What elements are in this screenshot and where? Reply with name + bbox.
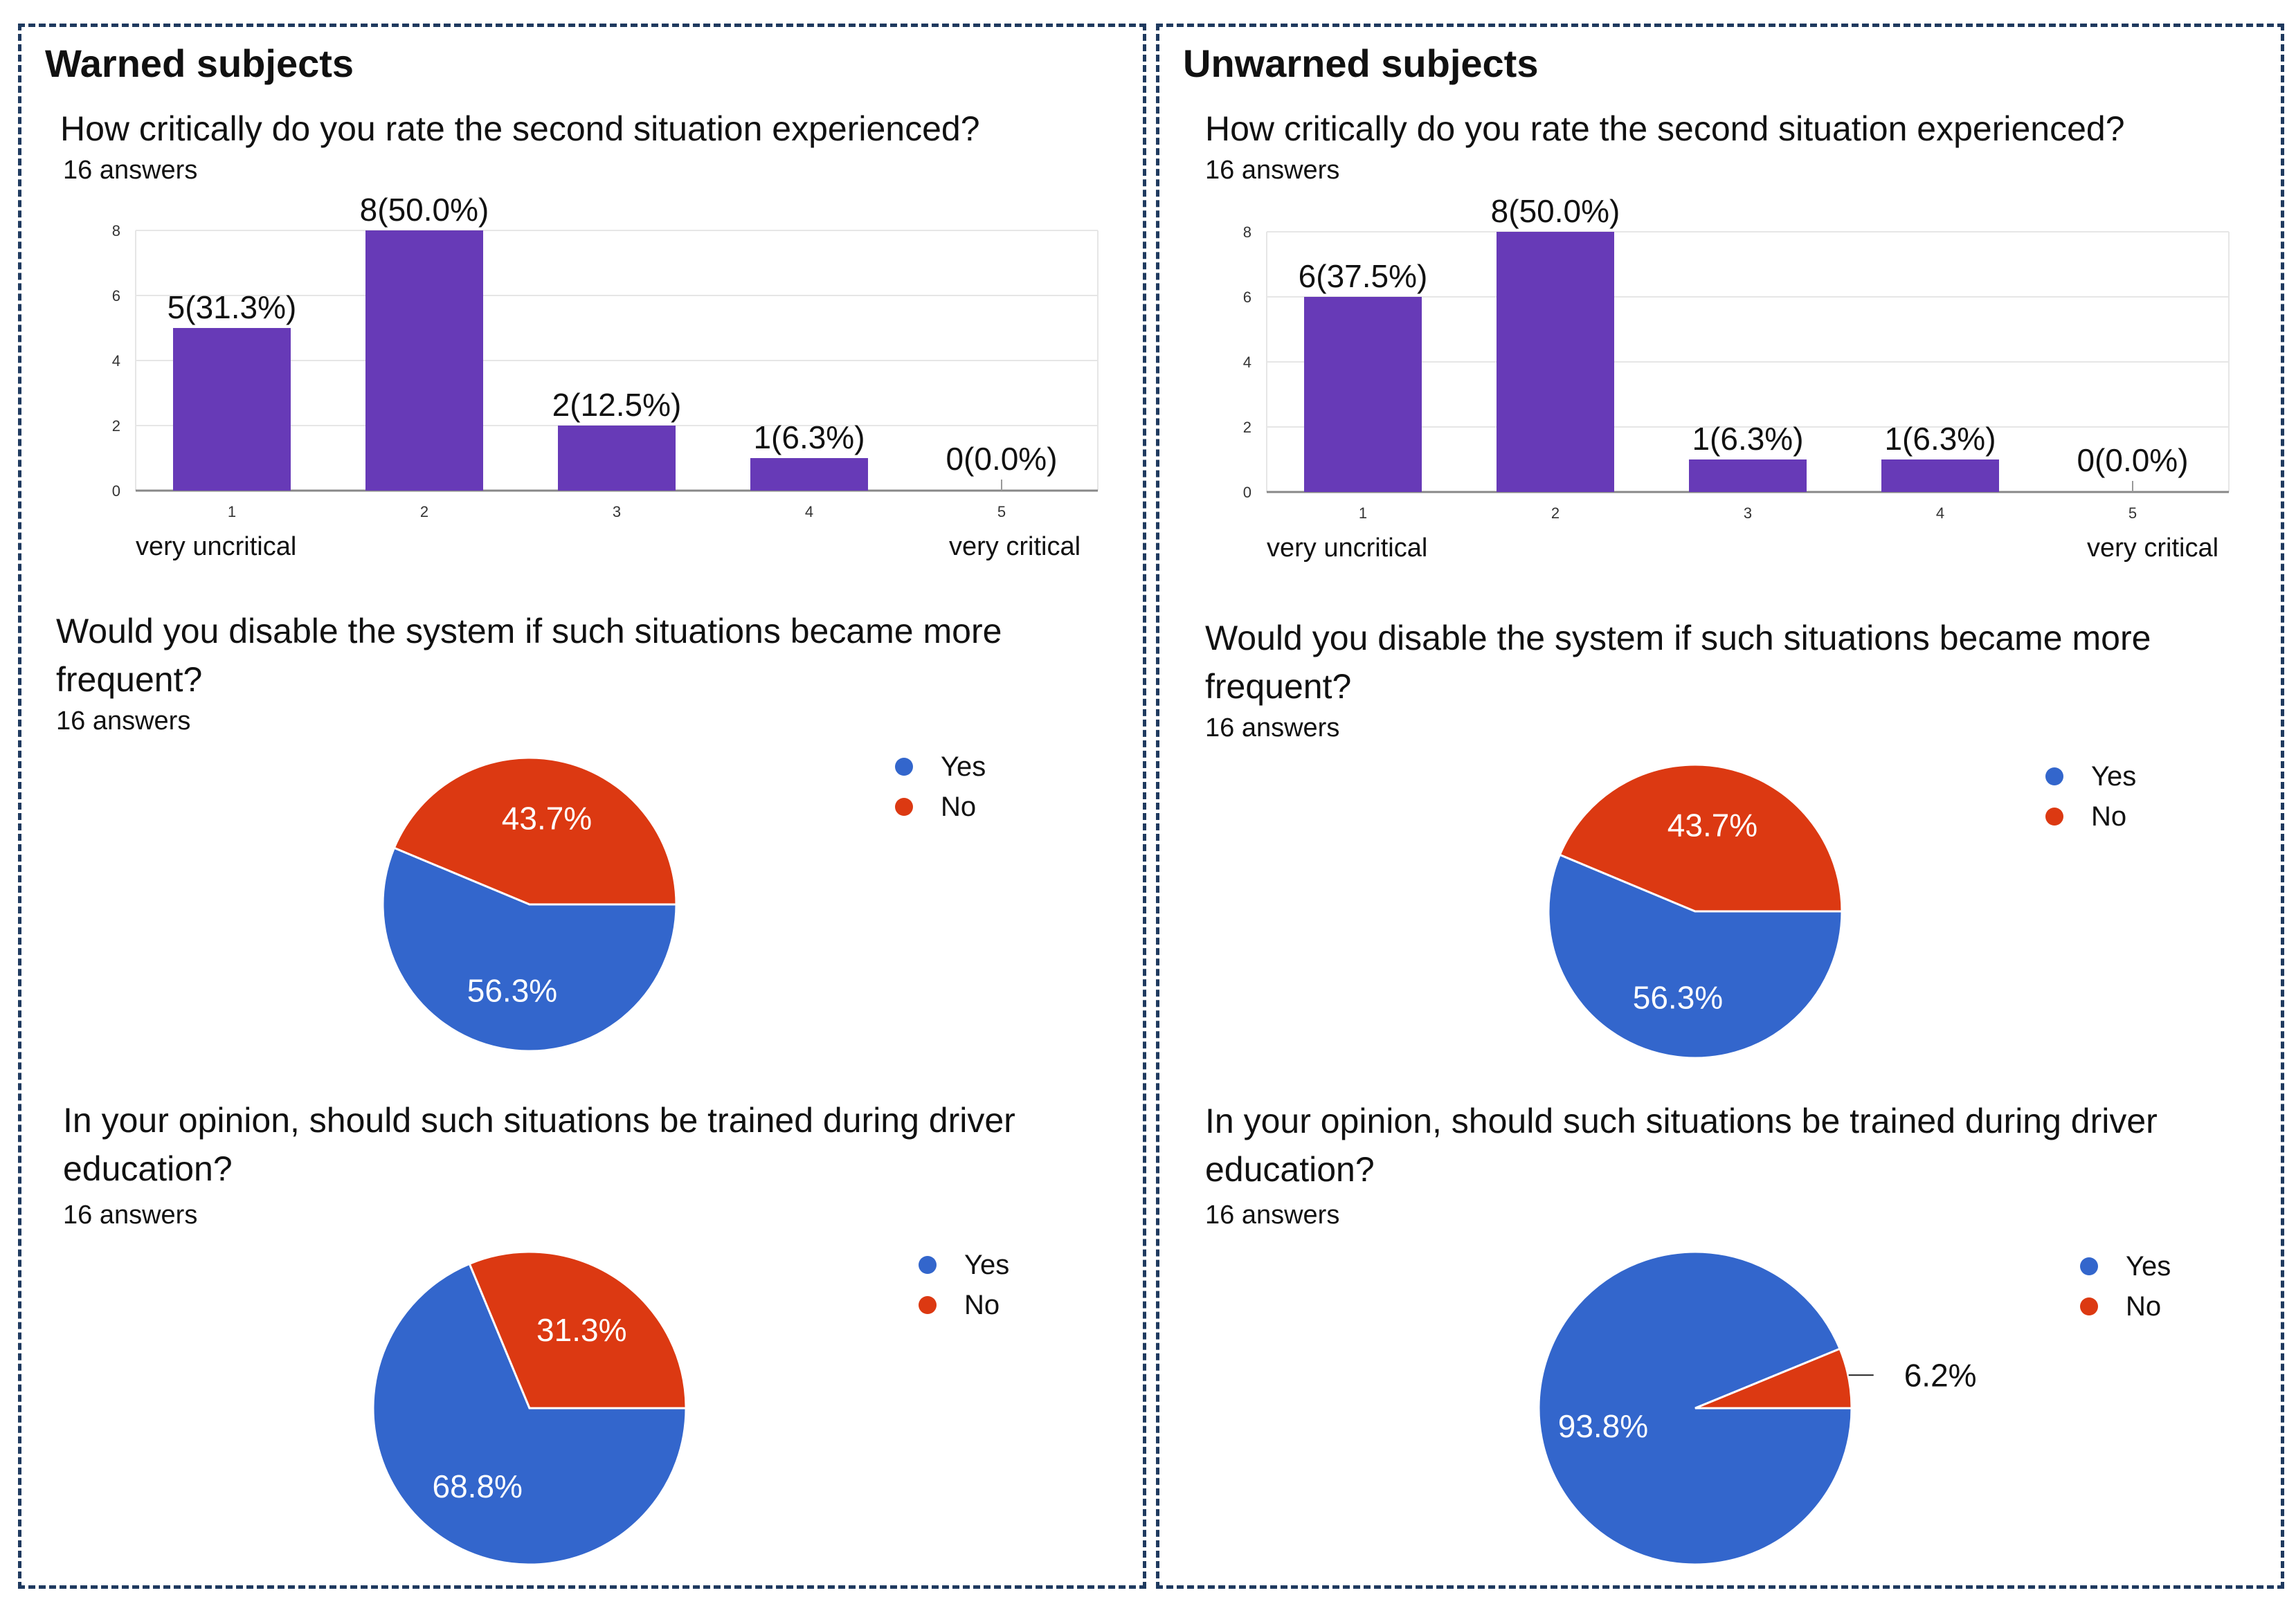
x-tick-label: 3 [613,503,621,520]
data-label: 0(0.0%) [946,441,1057,477]
data-label: 5(31.3%) [168,289,297,325]
pie-slice-no [1694,1347,1853,1410]
data-label: 0(0.0%) [2077,442,2188,478]
pie-slice-no [1558,763,1843,913]
legend: Yes No [919,1245,1009,1325]
bar [173,328,291,491]
slice-label: 43.7% [502,800,592,836]
y-tick-label: 2 [112,417,120,435]
pie-slice-yes [372,1262,687,1566]
legend-yes: Yes [964,1249,1010,1280]
legend-no-marker [2045,808,2063,826]
pie-chart-disable-warned: 56.3% 43.7% [381,756,678,1052]
y-tick-label: 6 [1243,289,1251,306]
legend-no: No [964,1289,1000,1320]
legend-no: No [2091,801,2127,832]
bar [750,458,868,491]
answers-count: 16 answers [63,1201,198,1230]
y-tick-label: 0 [1243,484,1251,501]
legend-no: No [2126,1291,2162,1322]
legend-yes-marker [2080,1257,2098,1275]
answers-count: 16 answers [1205,713,1340,742]
data-label: 2(12.5%) [552,387,682,423]
pie-chart-training-warned: 68.8% 31.3% [372,1250,687,1566]
data-label: 1(6.3%) [753,419,865,455]
scale-right-label: very critical [949,532,1081,561]
legend: Yes No [2080,1246,2171,1327]
scale-left-label: very uncritical [1267,534,1428,563]
pie-chart-disable-unwarned: 56.3% 43.7% [1547,763,1843,1059]
legend-no: No [941,791,977,822]
answers-count: 16 answers [56,707,191,736]
panel-title: Warned subjects [45,42,354,85]
pie-chart-training-unwarned: 93.8% 6.2% [1537,1250,1977,1566]
legend-yes: Yes [2126,1250,2171,1282]
legend-no-marker [2080,1297,2098,1315]
pie-slice-no [468,1250,687,1410]
y-tick-label: 0 [112,482,120,500]
y-tick-label: 4 [112,352,120,370]
x-tick-label: 4 [1936,504,1944,522]
data-label: 8(50.0%) [1491,193,1620,229]
question-3: In your opinion, should such situations … [63,1101,1015,1188]
x-tick-label: 1 [1359,504,1367,522]
data-label: 1(6.3%) [1692,421,1803,457]
x-tick-label: 5 [997,503,1006,520]
question-1: How critically do you rate the second si… [60,109,980,148]
scale-left-label: very uncritical [136,532,297,561]
legend-yes-marker [2045,767,2063,785]
bar [1881,459,1999,492]
bar-chart-warned: 0 2 4 6 8 5(31.3%) 1 8(50.0%) 2 2(12.5%) 3 1(6.3%) 4… [112,192,1099,520]
bar [1689,459,1807,492]
legend-no-marker [919,1296,937,1314]
question-1: How critically do you rate the second si… [1205,109,2125,148]
unwarned-panel: Unwarned subjects How critically do you … [1156,24,2284,1589]
question-3: In your opinion, should such situations … [1205,1102,2158,1189]
x-tick-label: 5 [2128,504,2137,522]
y-tick-label: 4 [1243,354,1251,371]
answers-count: 16 answers [1205,156,1340,185]
x-tick-label: 2 [420,503,428,520]
y-tick-label: 8 [1243,224,1251,241]
slice-label: 43.7% [1667,807,1757,843]
bar [558,426,676,491]
slice-label: 68.8% [433,1468,523,1504]
y-tick-label: 8 [112,222,120,239]
pie-slice-no [392,756,678,906]
question-2: Would you disable the system if such sit… [56,612,1002,699]
pie-slice-yes [381,846,678,1052]
answers-count: 16 answers [1205,1201,1340,1230]
legend-yes: Yes [941,751,986,782]
legend-yes: Yes [2091,760,2137,792]
y-tick-label: 2 [1243,419,1251,436]
y-tick-label: 6 [112,287,120,304]
bar [365,230,483,491]
slice-label: 6.2% [1904,1357,1977,1393]
bar [1304,297,1422,492]
slice-label: 56.3% [467,973,557,1009]
panel-title: Unwarned subjects [1183,42,1539,85]
legend: Yes No [895,747,986,827]
data-label: 1(6.3%) [1884,421,1996,457]
slice-label: 31.3% [536,1312,626,1348]
x-tick-label: 2 [1551,504,1560,522]
x-tick-label: 1 [228,503,236,520]
warned-panel: Warned subjects How critically do you ra… [18,24,1146,1589]
legend-no-marker [895,798,913,816]
x-tick-label: 4 [805,503,813,520]
legend: Yes No [2045,756,2136,837]
bar [1497,232,1614,492]
data-label: 6(37.5%) [1299,258,1428,294]
data-label: 8(50.0%) [360,192,489,228]
x-tick-label: 3 [1744,504,1752,522]
question-2: Would you disable the system if such sit… [1205,619,2151,706]
legend-yes-marker [919,1256,937,1274]
legend-yes-marker [895,758,913,776]
answers-count: 16 answers [63,156,198,185]
scale-right-label: very critical [2087,534,2219,563]
slice-label: 93.8% [1558,1408,1648,1444]
slice-label: 56.3% [1633,980,1723,1016]
bar-chart-unwarned: 0 2 4 6 8 6(37.5%) 1 8(50.0%) 2 1(6.3%) 3 1(6.3%) 4 0… [1243,193,2230,522]
pie-slice-yes [1547,853,1843,1059]
